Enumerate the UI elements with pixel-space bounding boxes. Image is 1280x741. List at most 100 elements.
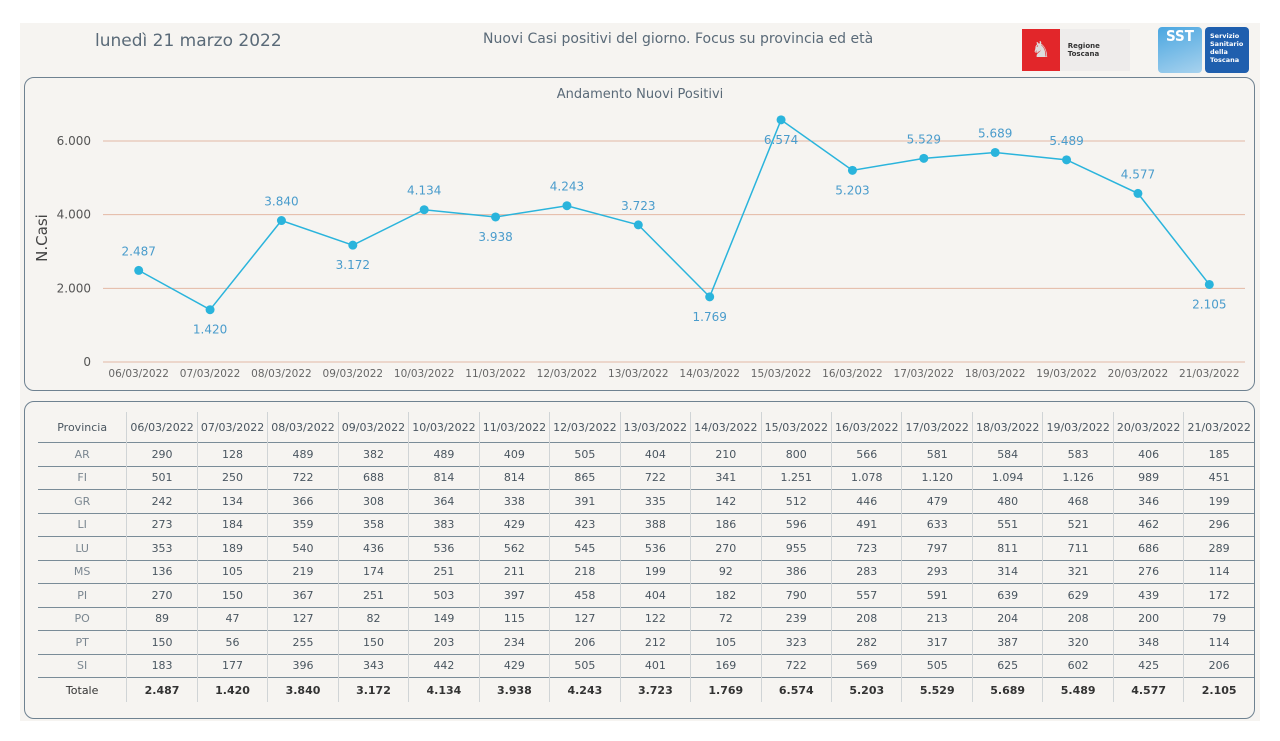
x-tick-label: 12/03/2022 bbox=[537, 368, 598, 380]
cases-cell: 169 bbox=[690, 653, 762, 678]
line-chart: Andamento Nuovi Positivi N.Casi 0 2.000 4.… bbox=[33, 87, 1245, 380]
cases-cell: 811 bbox=[971, 536, 1043, 560]
province-cell: PI bbox=[38, 583, 127, 607]
province-cell: SI bbox=[38, 653, 127, 678]
data-label: 5.203 bbox=[835, 183, 869, 197]
cases-cell: 814 bbox=[408, 465, 480, 490]
cases-cell: 503 bbox=[408, 583, 480, 607]
cases-cell: 348 bbox=[1112, 630, 1184, 654]
cases-cell: 489 bbox=[408, 442, 480, 466]
column-header-provincia: Provincia bbox=[57, 420, 108, 434]
x-tick-label: 09/03/2022 bbox=[323, 368, 384, 380]
cases-cell: 462 bbox=[1112, 512, 1184, 537]
cases-cell: 208 bbox=[831, 606, 902, 631]
x-tick-label: 20/03/2022 bbox=[1108, 368, 1169, 380]
cases-cell: 584 bbox=[971, 442, 1043, 466]
cases-cell: 186 bbox=[690, 512, 762, 537]
cases-cell: 423 bbox=[549, 512, 621, 537]
cases-cell: 446 bbox=[831, 489, 902, 513]
x-tick-label: 10/03/2022 bbox=[394, 368, 455, 380]
cases-cell: 3.840 bbox=[267, 677, 339, 702]
cases-cell: 210 bbox=[690, 442, 762, 466]
cases-cell: 72 bbox=[690, 606, 762, 631]
cases-cell: 335 bbox=[619, 489, 691, 513]
column-header-date: 14/03/2022 bbox=[690, 412, 762, 443]
column-header-date: 15/03/2022 bbox=[760, 412, 832, 443]
table-row: AR 290 128 489 382 489 409 505 404 210 800 566 581 58… bbox=[38, 442, 1254, 466]
cases-cell: 4.577 bbox=[1112, 677, 1184, 702]
cases-cell: 391 bbox=[549, 489, 621, 513]
cases-cell: 551 bbox=[971, 512, 1043, 537]
cases-cell: 429 bbox=[478, 653, 550, 678]
cases-cell: 566 bbox=[831, 442, 902, 466]
cases-cell: 386 bbox=[760, 559, 832, 584]
cases-cell: 150 bbox=[126, 630, 198, 654]
cases-cell: 406 bbox=[1112, 442, 1184, 466]
sst-line: Toscana bbox=[1210, 56, 1240, 64]
cases-cell: 200 bbox=[1112, 606, 1184, 631]
table-row: SI 183 177 396 343 442 429 505 401 169 722 569 505 62… bbox=[38, 653, 1254, 678]
data-label: 3.723 bbox=[621, 199, 655, 213]
province-cell: AR bbox=[38, 442, 127, 466]
cases-cell: 320 bbox=[1042, 630, 1114, 654]
y-tick-label: 4.000 bbox=[57, 208, 91, 222]
cases-cell: 353 bbox=[126, 536, 198, 560]
cases-cell: 1.251 bbox=[760, 465, 832, 490]
cases-cell: 404 bbox=[619, 583, 691, 607]
y-tick-label: 2.000 bbox=[57, 281, 91, 295]
cases-cell: 296 bbox=[1183, 512, 1254, 537]
data-point bbox=[633, 220, 643, 230]
cases-cell: 250 bbox=[196, 465, 268, 490]
chart-title: Andamento Nuovi Positivi bbox=[557, 87, 724, 102]
table-row: GR 242 134 366 308 364 338 391 335 142 512 446 479 48… bbox=[38, 489, 1254, 513]
cases-cell: 206 bbox=[1183, 653, 1254, 678]
cases-cell: 501 bbox=[126, 465, 198, 490]
data-label: 6.574 bbox=[764, 133, 798, 147]
cases-cell: 1.126 bbox=[1042, 465, 1114, 490]
cases-cell: 562 bbox=[478, 536, 550, 560]
cases-cell: 289 bbox=[1183, 536, 1254, 560]
column-header-date: 09/03/2022 bbox=[337, 412, 409, 443]
province-cell: MS bbox=[38, 559, 127, 584]
x-tick-label: 16/03/2022 bbox=[822, 368, 883, 380]
cases-cell: 270 bbox=[690, 536, 762, 560]
data-label: 3.172 bbox=[336, 258, 370, 272]
table-row: LU 353 189 540 436 536 562 545 536 270 955 723 797 81… bbox=[38, 536, 1254, 560]
cases-cell: 122 bbox=[619, 606, 691, 631]
cases-cell: 436 bbox=[337, 536, 409, 560]
cases-cell: 629 bbox=[1042, 583, 1114, 607]
cases-cell: 814 bbox=[478, 465, 550, 490]
cases-cell: 591 bbox=[901, 583, 973, 607]
data-label: 4.134 bbox=[407, 184, 441, 198]
cases-cell: 382 bbox=[337, 442, 409, 466]
table-row: PO 89 47 127 82 149 115 127 122 72 239 208 213 204 208… bbox=[38, 606, 1254, 631]
column-header-date: 12/03/2022 bbox=[549, 412, 621, 443]
cases-cell: 314 bbox=[971, 559, 1043, 584]
cases-cell: 317 bbox=[901, 630, 973, 654]
cases-cell: 3.723 bbox=[619, 677, 691, 702]
table-header-row: Provincia 06/03/2022 07/03/2022 08/03/2022 0… bbox=[38, 412, 1254, 443]
cases-cell: 234 bbox=[478, 630, 550, 654]
cases-cell: 505 bbox=[549, 653, 621, 678]
cases-cell: 105 bbox=[196, 559, 268, 584]
cases-cell: 458 bbox=[549, 583, 621, 607]
cases-cell: 722 bbox=[619, 465, 691, 490]
province-cell: GR bbox=[38, 489, 127, 513]
cases-cell: 218 bbox=[549, 559, 621, 584]
table-panel: Provincia 06/03/2022 07/03/2022 08/03/2022 0… bbox=[24, 401, 1255, 719]
data-point bbox=[847, 165, 857, 175]
x-tick-label: 07/03/2022 bbox=[180, 368, 241, 380]
column-header-date: 17/03/2022 bbox=[901, 412, 973, 443]
cases-cell: 343 bbox=[337, 653, 409, 678]
cases-cell: 239 bbox=[760, 606, 832, 631]
data-label: 2.105 bbox=[1192, 297, 1226, 311]
cases-cell: 2.105 bbox=[1183, 677, 1254, 702]
cases-cell: 865 bbox=[549, 465, 621, 490]
series-line bbox=[138, 118, 1210, 311]
table-row: PT 150 56 255 150 203 234 206 212 105 323 282 317 387… bbox=[38, 630, 1254, 654]
x-tick-label: 17/03/2022 bbox=[894, 368, 955, 380]
cases-cell: 409 bbox=[478, 442, 550, 466]
cases-cell: 569 bbox=[831, 653, 902, 678]
cases-cell: 429 bbox=[478, 512, 550, 537]
cases-cell: 185 bbox=[1183, 442, 1254, 466]
